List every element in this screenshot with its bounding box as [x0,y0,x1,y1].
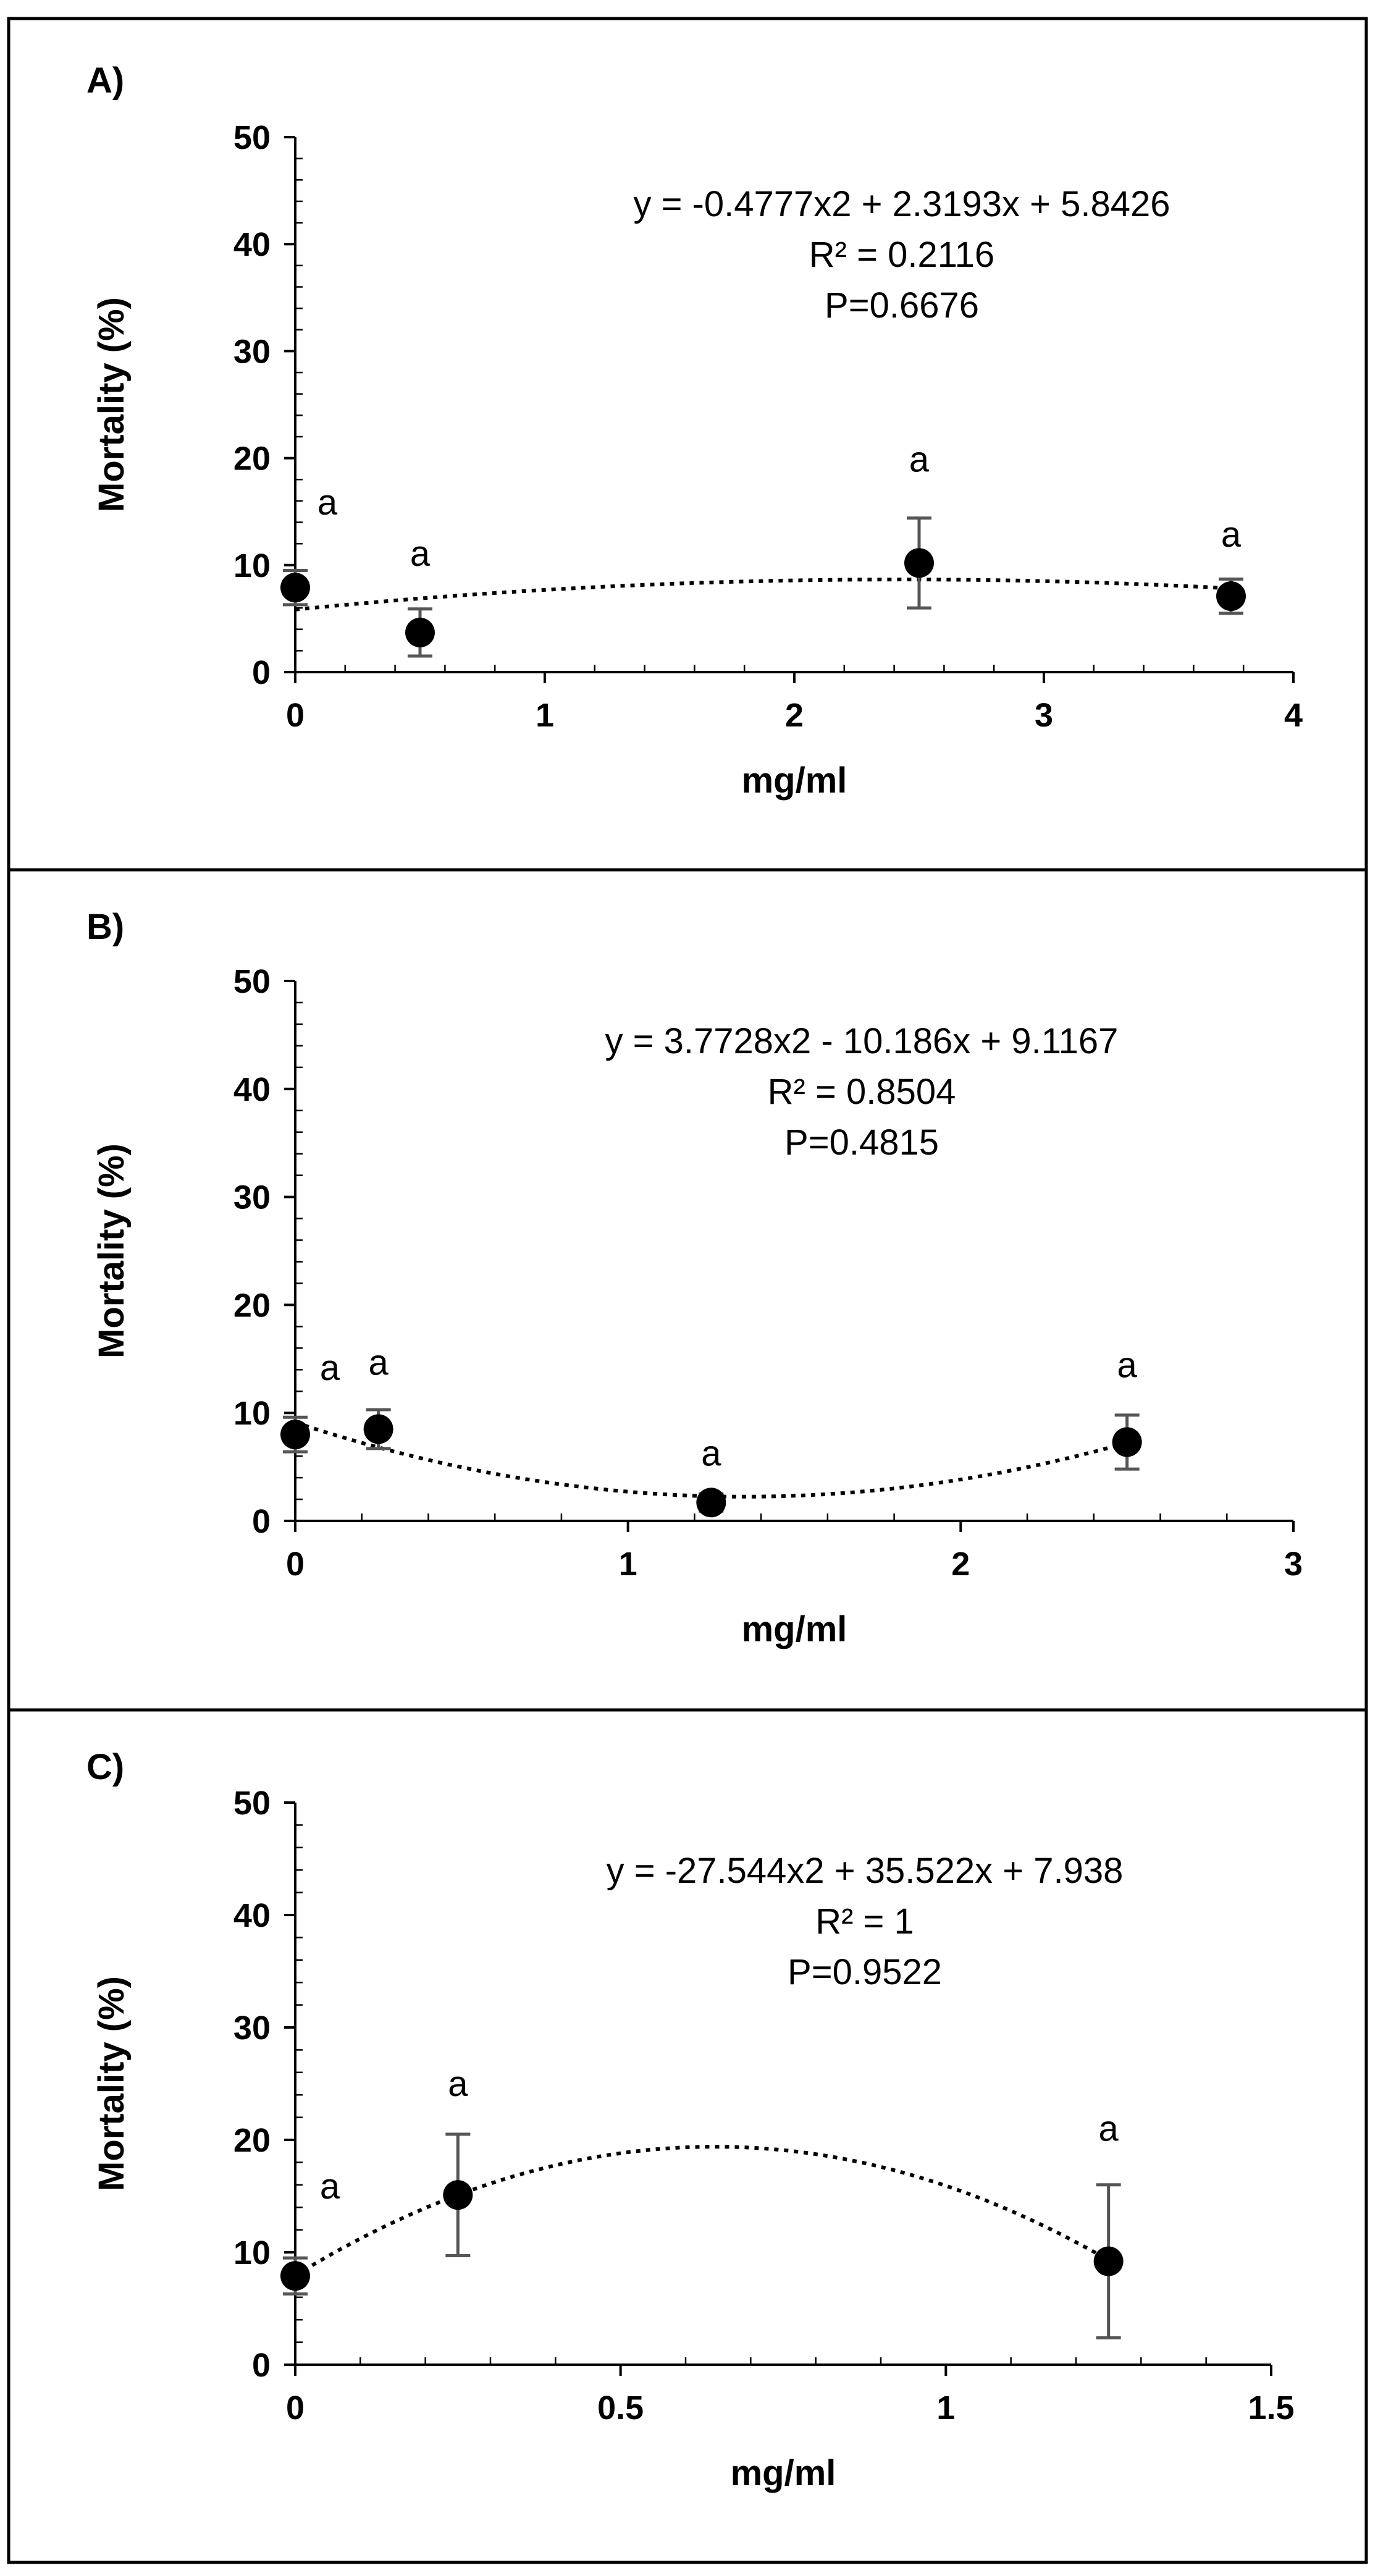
x-tick-label: 2 [785,697,804,734]
x-tick-label: 1 [936,2389,955,2427]
x-axis-title: mg/ml [731,2453,836,2493]
y-tick-label: 50 [233,119,271,156]
significance-letter: a [448,2064,468,2104]
data-point-group: a [904,439,934,610]
figure-border [7,17,1368,2564]
data-point [280,573,310,603]
x-tick-label: 1 [619,1546,637,1583]
x-axis-title: mg/ml [742,760,847,801]
y-tick-label: 0 [252,654,271,691]
data-point-group: a [1112,1345,1142,1471]
data-point-group: a [1093,2109,1124,2339]
y-tick-label: 20 [233,2122,271,2159]
x-tick-label: 0 [286,1546,305,1583]
panel-label: C) [86,1747,124,1787]
y-tick-label: 40 [233,1071,271,1108]
x-tick-label: 3 [1284,1546,1303,1583]
y-axis-title: Mortality (%) [91,297,132,512]
y-tick-label: 0 [252,2347,271,2384]
y-tick-label: 30 [233,1179,271,1216]
p-value-label: P=0.4815 [784,1122,939,1163]
data-point [280,2261,310,2291]
y-tick-label: 10 [233,1395,271,1432]
significance-letter: a [410,534,431,574]
r-squared-label: R² = 0.8504 [768,1072,956,1112]
y-tick-label: 10 [233,2234,271,2271]
r-squared-label: R² = 1 [815,1901,914,1942]
panel-label: A) [86,61,124,101]
data-point [443,2180,473,2210]
y-tick-label: 0 [252,1503,271,1540]
r-squared-label: R² = 0.2116 [809,235,994,275]
panel-label: B) [86,907,124,947]
x-tick-label: 2 [951,1546,970,1583]
data-point [696,1488,726,1518]
panel-a: A) 0 10 20 30 40 50 0 1 2 3 4 mg/ml Mortality (%) a a a a… [86,61,1303,801]
x-tick-label: 0.5 [597,2389,644,2427]
x-tick-label: 0 [286,2389,305,2427]
y-tick-label: 40 [233,226,271,263]
significance-letter: a [369,1342,389,1383]
significance-letter: a [320,2166,340,2207]
data-point-group: a [405,534,435,658]
x-tick-label: 1 [536,697,554,734]
data-point [1093,2246,1124,2276]
panel-c: C) 0 10 20 30 40 50 0 0.5 1 1.5 mg/ml Mortality (%) a… [86,1747,1295,2493]
y-tick-label: 10 [233,547,271,584]
data-point-group: a [280,1348,340,1454]
y-tick-label: 20 [233,1287,271,1324]
data-point [363,1414,393,1444]
data-point-group: a [696,1433,726,1518]
significance-letter: a [1221,515,1242,555]
data-point [1112,1427,1142,1457]
data-point [904,548,934,578]
significance-letter: a [909,439,930,479]
trendline-equation: y = 3.7728x2 - 10.186x + 9.1167 [605,1021,1119,1061]
data-point [280,1420,310,1450]
data-point-group: a [280,2166,340,2296]
y-tick-label: 30 [233,333,271,370]
trendline-equation: y = -0.4777x2 + 2.3193x + 5.8426 [633,184,1170,224]
trendline [294,2145,1110,2278]
x-tick-label: 0 [286,697,305,734]
y-tick-label: 30 [233,2010,271,2047]
y-tick-label: 50 [233,963,271,1000]
p-value-label: P=0.6676 [825,285,979,326]
x-tick-label: 4 [1284,697,1303,734]
data-point-group: a [443,2064,473,2257]
trendline-equation: y = -27.544x2 + 35.522x + 7.938 [607,1851,1124,1891]
significance-letter: a [701,1433,721,1473]
p-value-label: P=0.9522 [788,1952,942,1992]
x-tick-label: 3 [1035,697,1053,734]
significance-letter: a [320,1348,340,1388]
y-tick-label: 40 [233,1897,271,1934]
significance-letter: a [1099,2109,1119,2149]
x-axis-title: mg/ml [742,1609,847,1649]
y-axis-title: Mortality (%) [91,1143,132,1358]
significance-letter: a [317,482,338,523]
y-tick-label: 20 [233,440,271,478]
data-point-group: a [1216,515,1246,615]
data-point-group: a [280,482,338,607]
trendline [295,1420,1128,1499]
data-point-group: a [363,1342,393,1450]
data-point [405,617,435,647]
y-tick-label: 50 [233,1785,271,1822]
trendline [295,577,1232,612]
significance-letter: a [1117,1345,1138,1385]
x-tick-label: 1.5 [1248,2389,1294,2427]
data-point [1216,581,1246,612]
y-axis-title: Mortality (%) [91,1976,132,2191]
